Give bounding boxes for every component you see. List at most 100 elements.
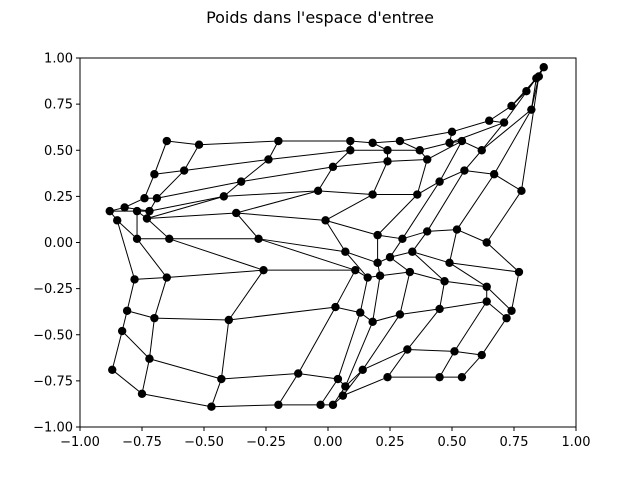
grid-edge bbox=[297, 306, 336, 374]
y-tick-labels: 1.00 0.75 0.50 0.25 0.00 −0.25 −0.50 −0.75 −1.00 bbox=[33, 52, 73, 436]
x-tick-label: 0.75 bbox=[500, 435, 529, 450]
grid-edge bbox=[236, 190, 319, 214]
weight-node bbox=[413, 190, 422, 199]
weight-node bbox=[194, 140, 204, 149]
grid-edge bbox=[481, 317, 507, 356]
grid-edge bbox=[149, 195, 224, 212]
x-tick-label: −0.25 bbox=[246, 435, 286, 450]
weight-node bbox=[452, 225, 462, 234]
y-tick-label: −0.75 bbox=[33, 374, 73, 389]
grid-edge bbox=[268, 149, 351, 160]
weight-node bbox=[485, 116, 494, 125]
grid-edge bbox=[149, 358, 222, 380]
weight-node bbox=[162, 136, 171, 146]
weight-node bbox=[375, 271, 385, 280]
grid-edge bbox=[486, 286, 512, 312]
grid-edge bbox=[318, 190, 373, 196]
grid-edge bbox=[166, 269, 264, 279]
grid-edge bbox=[401, 181, 441, 240]
grid-edge bbox=[461, 354, 483, 378]
weight-node bbox=[383, 372, 392, 382]
weight-node bbox=[435, 177, 444, 186]
grid-edge bbox=[456, 173, 495, 230]
weight-node bbox=[522, 87, 531, 96]
weight-node bbox=[333, 374, 343, 384]
weight-node bbox=[447, 127, 457, 136]
grid-edge bbox=[419, 142, 450, 151]
y-tick-label: 0.25 bbox=[44, 190, 73, 205]
grid-edge bbox=[372, 313, 401, 323]
grid-edge bbox=[116, 219, 138, 240]
weight-node bbox=[259, 265, 268, 275]
grid-edge bbox=[372, 161, 388, 195]
grid-edge bbox=[325, 220, 346, 252]
weight-node bbox=[423, 227, 432, 236]
weight-node bbox=[254, 234, 263, 244]
chart-title: Poids dans l'espace d'entree bbox=[206, 8, 434, 27]
weight-node bbox=[150, 313, 159, 323]
grid-edge bbox=[449, 262, 487, 288]
grid-edge bbox=[236, 212, 326, 221]
weight-node bbox=[482, 297, 491, 306]
grid-edge bbox=[402, 230, 428, 240]
grid-edge bbox=[342, 376, 388, 397]
weight-node bbox=[385, 253, 395, 262]
grid-edge bbox=[411, 251, 445, 282]
grid-edge bbox=[439, 351, 455, 378]
grid-edge bbox=[439, 140, 463, 182]
weight-node bbox=[477, 146, 486, 155]
weight-node bbox=[142, 214, 152, 223]
x-tick-label: 0.00 bbox=[314, 435, 343, 450]
grid-edge bbox=[377, 194, 418, 236]
weight-node bbox=[341, 247, 350, 256]
grid-edge bbox=[359, 277, 369, 313]
grid-edge bbox=[344, 321, 374, 387]
grid-edge bbox=[184, 158, 269, 172]
grid-edge bbox=[449, 262, 520, 273]
grid-edge bbox=[426, 170, 465, 232]
weight-node bbox=[162, 273, 171, 282]
weight-node bbox=[351, 265, 360, 275]
y-tick-label: −0.50 bbox=[33, 328, 73, 343]
grid-edge bbox=[439, 281, 446, 310]
y-tick-label: 1.00 bbox=[44, 52, 73, 67]
grid-edge bbox=[439, 170, 465, 183]
grid-edge bbox=[486, 301, 507, 319]
weight-node bbox=[328, 400, 338, 410]
grid-edge bbox=[154, 170, 185, 175]
weight-node bbox=[338, 391, 348, 400]
weight-node bbox=[514, 267, 524, 277]
grid-edge bbox=[444, 280, 487, 288]
grid-edge bbox=[416, 159, 428, 195]
grid-edge bbox=[258, 238, 346, 253]
weight-node bbox=[346, 146, 355, 155]
weight-node bbox=[274, 136, 283, 146]
y-tick-label: 0.50 bbox=[44, 144, 73, 159]
y-tick-label: −1.00 bbox=[33, 421, 73, 436]
grid-edge bbox=[406, 308, 440, 350]
grid-edge bbox=[342, 369, 364, 396]
grid-edge bbox=[488, 105, 512, 122]
weight-node bbox=[358, 365, 367, 375]
grid-edge bbox=[427, 229, 457, 232]
grid-edge bbox=[111, 330, 123, 370]
grid-edge bbox=[153, 277, 168, 319]
weight-node bbox=[179, 166, 189, 175]
weight-node bbox=[395, 310, 405, 319]
grid-edge bbox=[223, 190, 319, 197]
grid-edge bbox=[317, 166, 334, 192]
x-tick-label: 1.00 bbox=[562, 435, 591, 450]
grid-edge bbox=[344, 251, 369, 278]
grid-edge bbox=[228, 269, 264, 321]
weight-node bbox=[328, 162, 338, 172]
grid-edge bbox=[335, 306, 361, 314]
grid-edge bbox=[493, 173, 522, 192]
weight-node bbox=[368, 190, 377, 199]
weight-node bbox=[445, 258, 454, 267]
grid-edge bbox=[166, 140, 200, 146]
grid-edge bbox=[148, 318, 155, 359]
weight-node bbox=[408, 247, 417, 256]
weight-node bbox=[217, 374, 226, 384]
weight-node bbox=[132, 234, 142, 244]
